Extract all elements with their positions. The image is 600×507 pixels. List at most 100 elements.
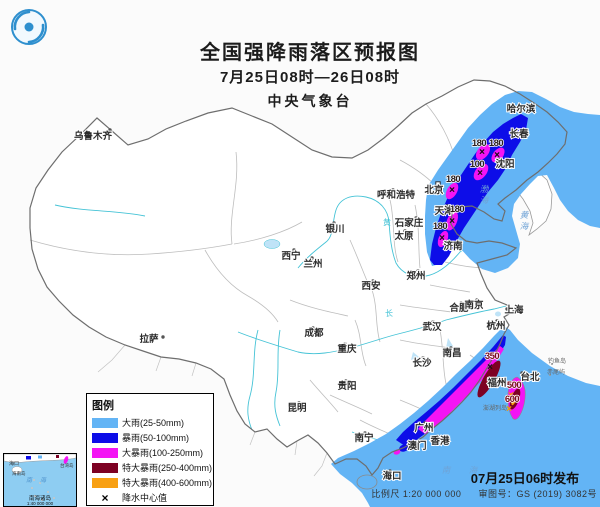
island-label: 钓鱼岛: [548, 357, 566, 365]
rain-value: 100: [470, 159, 485, 170]
city-label: 济南: [443, 240, 463, 252]
city-marker: [343, 342, 347, 346]
city-label: 广州: [414, 422, 433, 434]
city-label: 太原: [394, 230, 414, 242]
yangtze-river: [237, 305, 507, 355]
precipitation-center-icon: ×: [101, 490, 109, 505]
legend-item-label: 大暴雨(100-250mm): [122, 448, 204, 458]
city-marker: [108, 128, 112, 132]
rain-value: 180: [489, 138, 504, 149]
inset-map: 海口 海南岛 台湾岛 南 海 南海诸岛 1:40 000 000: [4, 454, 76, 506]
city-marker: [497, 376, 501, 380]
rainfall-layer: [331, 91, 600, 507]
city-label: 南宁: [354, 432, 374, 444]
city-label: 南京: [464, 299, 484, 311]
city-marker: [431, 320, 435, 324]
city-marker: [161, 335, 165, 339]
china-national-border: [29, 79, 568, 476]
rain-core-ne-1: [475, 144, 491, 160]
inset-scale-label: 1:40 000 000: [27, 501, 54, 506]
legend-item-label: 特大暴雨(400-600mm): [122, 478, 213, 488]
city-label: 重庆: [337, 343, 357, 355]
poyang-lake: [446, 338, 453, 348]
yellow-river: [297, 195, 469, 277]
south-china-sea-inset: 海口 海南岛 台湾岛 南 海 南海诸岛 1:40 000 000: [3, 453, 77, 507]
city-label: 拉萨: [139, 333, 159, 345]
city-label: 贵阳: [337, 380, 356, 392]
map-scale: 比例尺 1:20 000 000: [371, 489, 462, 499]
map-approval-number: 审图号：GS (2019) 3082号: [478, 489, 597, 499]
city-label: 呼和浩特: [377, 189, 416, 201]
city-marker: [510, 128, 514, 132]
city-marker: [391, 188, 395, 192]
legend-item-0: 大雨(25-50mm): [92, 415, 213, 430]
river-layer: [54, 108, 541, 446]
legend-item-1: 暴雨(50-100mm): [92, 430, 213, 445]
rain-value: 180: [450, 204, 465, 215]
city-marker: [506, 108, 510, 112]
city-label: 杭州: [486, 320, 505, 332]
rain-center-layer: × × × × × × × × ×: [439, 147, 514, 415]
city-marker: [416, 269, 420, 273]
rain-core-tianjin: [446, 211, 458, 231]
city-marker: [363, 431, 367, 435]
rain-value: 180: [472, 138, 487, 149]
rain-area-northeast-heavy: [425, 91, 600, 273]
page-title: 全国强降雨落区预报图: [200, 42, 420, 64]
city-marker: [495, 319, 499, 323]
city-label: 西安: [361, 280, 381, 292]
city-marker: [371, 279, 375, 283]
qinghai-lake: [263, 239, 281, 249]
southwest-rivers: [247, 329, 281, 431]
city-marker: [505, 307, 509, 311]
sea-label: 渤: [480, 184, 490, 194]
rain-value: 180: [446, 174, 461, 185]
island-label: 赤尾屿: [547, 368, 565, 376]
legend-item-3: 特大暴雨(250-400mm): [92, 460, 213, 475]
tarim-river: [54, 204, 146, 217]
legend-swatch: [92, 462, 118, 473]
rain-center-mark: ×: [479, 147, 485, 158]
rain-value: 500: [507, 380, 522, 391]
inset-name-label: 南海诸岛: [29, 494, 52, 502]
rain-area-southeast-storm: [396, 335, 506, 446]
dongting-lake: [411, 352, 419, 360]
chiwei-islet: [549, 374, 551, 376]
city-label-layer: 乌鲁木齐拉萨西宁兰州银川西安成都重庆贵阳昆明呼和浩特太原石家庄郑州济南武汉长沙南…: [73, 102, 541, 483]
city-marker: [449, 346, 453, 350]
city-marker: [311, 326, 315, 330]
rain-core-jinan: [437, 230, 449, 248]
cma-logo-icon: [11, 9, 47, 45]
legend-center-label: 降水中心值: [122, 493, 168, 503]
rain-value: 350: [485, 351, 500, 362]
rain-core-ne-3: [473, 163, 489, 181]
rain-center-mark: ×: [506, 404, 512, 415]
sea-label: 黄: [520, 210, 530, 220]
river-label: 黄: [383, 217, 391, 227]
agency-name: 中央气象台: [267, 93, 353, 109]
forecast-period: 7月25日08时—26日08时: [219, 69, 401, 86]
inset-rain-speck-1: [26, 456, 31, 460]
capital-marker: [435, 181, 441, 187]
island-label: 澎湖列岛: [483, 404, 507, 412]
city-label: 上海: [504, 304, 524, 316]
city-label: 武汉: [422, 321, 442, 333]
city-label: 长沙: [412, 357, 432, 369]
river-label-layer: 黄长: [383, 217, 393, 318]
rain-center-mark: ×: [487, 362, 493, 373]
title-block: 全国强降雨落区预报图 7月25日08时—26日08时 中央气象台: [140, 40, 480, 112]
rain-center-mark: ×: [477, 168, 483, 179]
rain-center-mark: ×: [494, 150, 500, 161]
inset-islets: [30, 478, 56, 502]
sea-label-layer: 渤海黄海南海: [442, 184, 530, 475]
legend-items: 大雨(25-50mm) 暴雨(50-100mm) 大暴雨(100-250mm) 特大暴…: [92, 415, 213, 490]
hainan-island: [356, 474, 378, 490]
legend-swatch: [92, 432, 118, 443]
city-marker: [417, 440, 421, 444]
inset-sea-label-2: 海: [40, 476, 47, 484]
city-label: 香港: [429, 435, 450, 447]
city-label: 长春: [509, 128, 529, 140]
